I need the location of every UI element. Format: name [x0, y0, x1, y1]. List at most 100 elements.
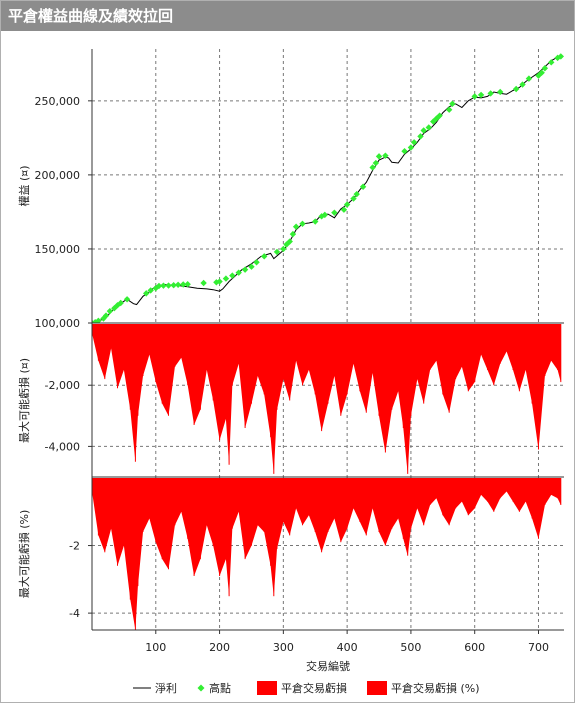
high-point-marker	[331, 209, 338, 216]
high-point-marker	[417, 133, 424, 140]
high-point-marker	[340, 206, 348, 213]
high-point-marker	[170, 282, 177, 289]
high-point-marker	[253, 259, 260, 266]
high-point-marker	[321, 211, 329, 219]
legend-label: 高點	[209, 681, 231, 695]
legend-item: 平倉交易虧損 (%)	[367, 681, 480, 695]
legend-item: 淨利	[133, 682, 177, 695]
drawdown-area	[92, 478, 561, 630]
high-point-marker	[445, 106, 453, 113]
high-point-marker	[248, 263, 255, 270]
high-point-marker	[541, 65, 549, 72]
legend-item: 高點	[197, 681, 231, 695]
y-tick-label: 200,000	[35, 169, 81, 182]
high-point-marker	[160, 282, 167, 289]
drawdown-area	[92, 324, 561, 474]
high-point-marker	[106, 307, 114, 315]
high-point-marker	[280, 245, 287, 253]
high-point-marker	[261, 253, 268, 260]
legend-box-swatch	[257, 681, 277, 695]
high-point-marker	[216, 278, 223, 285]
high-point-marker	[286, 238, 293, 245]
y-axis-label: 最大可能虧損 (%)	[17, 510, 31, 599]
y-tick-label: -4	[69, 607, 80, 620]
high-point-marker	[289, 230, 297, 238]
high-point-marker	[100, 315, 107, 322]
y-axis-label: 權益 (¤)	[17, 165, 31, 206]
legend-diamond-swatch	[197, 684, 205, 692]
legend-box-swatch	[367, 681, 387, 695]
high-point-marker	[147, 287, 154, 294]
x-tick-label: 700	[528, 641, 549, 654]
high-point-marker	[174, 281, 182, 288]
high-point-marker	[143, 290, 150, 297]
high-point-marker	[519, 81, 526, 88]
high-point-marker	[273, 248, 281, 256]
high-point-marker	[222, 275, 230, 282]
x-tick-label: 200	[209, 641, 230, 654]
title-bar: 平倉權益曲線及績效拉回	[1, 1, 574, 31]
high-point-marker	[407, 144, 415, 151]
y-tick-label: 100,000	[35, 317, 81, 330]
y-axis-label: 最大可能虧損 (¤)	[17, 358, 31, 443]
high-point-marker	[180, 281, 187, 288]
high-point-marker	[512, 85, 520, 93]
high-point-marker	[292, 223, 300, 230]
high-point-marker	[487, 90, 494, 97]
x-tick-label: 500	[400, 641, 421, 654]
high-point-marker	[95, 317, 102, 323]
high-point-marker	[477, 91, 485, 99]
high-point-marker	[410, 139, 418, 146]
x-axis-label: 交易編號	[306, 659, 350, 673]
high-point-marker	[382, 152, 389, 159]
high-point-marker	[372, 159, 380, 167]
high-point-marker	[353, 190, 360, 198]
x-tick-label: 400	[337, 641, 358, 654]
x-tick-label: 100	[145, 641, 166, 654]
y-tick-label: 250,000	[35, 95, 81, 108]
high-point-marker	[436, 112, 443, 119]
high-point-marker	[497, 88, 504, 96]
high-point-marker	[350, 195, 357, 202]
high-point-marker	[369, 164, 376, 171]
x-tick-label: 600	[464, 641, 485, 654]
legend-label: 淨利	[155, 682, 177, 695]
high-point-marker	[184, 280, 191, 288]
high-point-marker	[359, 183, 367, 190]
high-point-marker	[312, 218, 319, 225]
high-point-marker	[235, 269, 242, 276]
high-point-marker	[343, 201, 351, 208]
window-title: 平倉權益曲線及績效拉回	[8, 7, 174, 25]
y-tick-label: -4,000	[45, 440, 80, 453]
high-point-marker	[449, 100, 456, 107]
y-tick-label: -2	[69, 540, 80, 553]
high-point-marker	[375, 153, 383, 160]
high-point-marker	[299, 220, 306, 227]
high-point-marker	[165, 282, 172, 289]
high-point-marker	[425, 124, 432, 131]
y-tick-label: 150,000	[35, 243, 81, 256]
high-point-marker	[548, 59, 555, 66]
high-point-marker	[102, 312, 110, 319]
y-tick-label: -2,000	[45, 379, 80, 392]
legend-label: 平倉交易虧損	[281, 681, 347, 695]
high-point-marker	[117, 299, 124, 307]
high-point-marker	[420, 127, 427, 134]
x-tick-label: 300	[273, 641, 294, 654]
high-point-marker	[538, 69, 545, 76]
high-point-marker	[557, 53, 564, 60]
high-point-marker	[401, 147, 408, 155]
high-point-marker	[535, 72, 542, 79]
high-point-marker	[241, 266, 249, 273]
high-point-marker	[471, 93, 478, 100]
high-point-marker	[229, 272, 236, 279]
high-point-marker	[155, 282, 163, 290]
legend-item: 平倉交易虧損	[257, 681, 347, 695]
legend-label: 平倉交易虧損 (%)	[391, 681, 480, 695]
high-point-marker	[554, 54, 561, 62]
high-point-marker	[123, 296, 131, 303]
high-point-marker	[200, 279, 207, 287]
high-point-marker	[525, 75, 533, 82]
